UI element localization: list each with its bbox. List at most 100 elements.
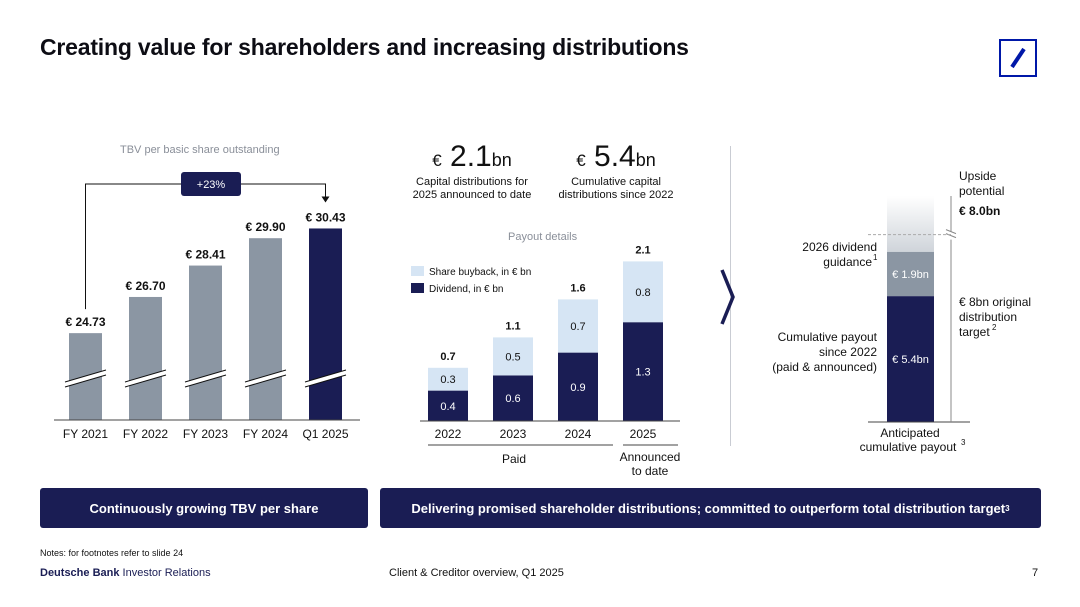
target-value-label: € 8.0bn bbox=[959, 204, 1000, 218]
tbv-category-label: FY 2023 bbox=[183, 427, 228, 441]
legend-label-buyback: Share buyback, in € bn bbox=[429, 267, 531, 278]
cumulative-value-label: € 5.4bn bbox=[892, 354, 929, 366]
anticipated-label-line1: Anticipated bbox=[880, 426, 939, 440]
paid-label: Paid bbox=[502, 452, 526, 466]
upside-bar bbox=[887, 195, 934, 252]
stat-value: 2.1 bbox=[450, 140, 492, 173]
dividend-value-label: 0.6 bbox=[505, 393, 520, 405]
buyback-bar bbox=[623, 261, 663, 323]
growth-arrow-icon bbox=[321, 196, 330, 203]
buyback-value-label: 0.7 bbox=[570, 321, 585, 333]
tbv-banner: Continuously growing TBV per share bbox=[40, 488, 368, 528]
stat-value: 5.4 bbox=[594, 140, 636, 173]
tbv-value-label: € 26.70 bbox=[125, 279, 165, 293]
growth-badge bbox=[181, 172, 241, 196]
anticipated-sup: 3 bbox=[961, 438, 966, 447]
guidance-label-line2: guidance bbox=[823, 255, 872, 269]
axis-break-mark bbox=[65, 370, 106, 387]
buyback-bar bbox=[493, 337, 533, 376]
axis-break-line bbox=[124, 374, 167, 388]
tbv-subtitle: TBV per basic share outstanding bbox=[120, 144, 280, 156]
anticipated-label-line2: cumulative payout bbox=[860, 440, 957, 454]
payout-chart: Share buyback, in € bn Dividend, in € bn 0… bbox=[411, 245, 681, 478]
footer-brand-rest: Investor Relations bbox=[119, 567, 211, 579]
dividend-bar bbox=[558, 352, 598, 421]
payout-category-label: 2023 bbox=[500, 427, 527, 441]
cumulative-bar bbox=[887, 296, 934, 422]
axis-break-line bbox=[184, 369, 227, 383]
stat-caption-line1: Cumulative capital bbox=[571, 176, 661, 188]
stat-caption-line1: Capital distributions for bbox=[416, 176, 528, 188]
distribution-banner: Delivering promised shareholder distribu… bbox=[380, 488, 1041, 528]
stat-capital-distributions: € 2.1bn Capital distributions for 2025 a… bbox=[405, 140, 539, 202]
dividend-value-label: 1.3 bbox=[635, 367, 650, 379]
stat-caption-line2: 2025 announced to date bbox=[412, 189, 532, 201]
guidance-sup: 1 bbox=[873, 253, 878, 262]
original-target-line1: € 8bn original bbox=[959, 295, 1031, 309]
tbv-bar bbox=[249, 238, 282, 420]
buyback-value-label: 0.3 bbox=[440, 374, 455, 386]
tbv-bar bbox=[129, 296, 162, 420]
payout-total-label: 1.6 bbox=[570, 282, 585, 294]
payout-category-label: 2025 bbox=[630, 427, 657, 441]
legend-swatch-dividend bbox=[411, 283, 424, 293]
page-number: 7 bbox=[1032, 567, 1039, 579]
payout-subtitle: Payout details bbox=[508, 231, 578, 243]
buyback-bar bbox=[558, 299, 598, 353]
footer-center: Client & Creditor overview, Q1 2025 bbox=[389, 567, 564, 579]
legend-label-dividend: Dividend, in € bn bbox=[429, 284, 504, 295]
axis-break-mark bbox=[185, 370, 226, 387]
dividend-bar bbox=[623, 322, 663, 421]
stat-unit: bn bbox=[635, 150, 656, 170]
footer-brand-bold: Deutsche Bank bbox=[40, 567, 120, 579]
stat-caption-line2: distributions since 2022 bbox=[558, 189, 674, 201]
payout-category-label: 2024 bbox=[565, 427, 592, 441]
payout-total-label: 2.1 bbox=[635, 245, 650, 256]
cumulative-label-line2: since 2022 bbox=[819, 345, 877, 359]
announced-label-line2: to date bbox=[632, 464, 669, 478]
dividend-value-label: 0.9 bbox=[570, 382, 585, 394]
tbv-category-label: Q1 2025 bbox=[302, 427, 348, 441]
page-title: Creating value for shareholders and incr… bbox=[40, 34, 689, 60]
distribution-banner-text: Delivering promised shareholder distribu… bbox=[411, 500, 1006, 516]
buyback-value-label: 0.8 bbox=[635, 287, 650, 299]
axis-break-mark bbox=[305, 370, 346, 387]
panel-divider bbox=[730, 146, 731, 446]
stat-currency: € bbox=[432, 151, 442, 170]
payout-total-label: 1.1 bbox=[505, 320, 520, 332]
chevron-right-icon bbox=[720, 269, 735, 325]
upside-label-line2: potential bbox=[959, 184, 1004, 198]
tbv-value-label: € 28.41 bbox=[185, 248, 225, 262]
guidance-bar bbox=[887, 251, 934, 297]
axis-break-line bbox=[304, 369, 347, 383]
tbv-category-label: FY 2021 bbox=[63, 427, 108, 441]
tbv-value-label: € 30.43 bbox=[305, 210, 345, 224]
axis-break-line bbox=[64, 374, 107, 388]
growth-badge-label: +23% bbox=[197, 179, 226, 191]
tbv-banner-text: Continuously growing TBV per share bbox=[89, 500, 319, 516]
tbv-bar bbox=[189, 265, 222, 420]
buyback-value-label: 0.5 bbox=[505, 351, 520, 363]
dividend-value-label: 0.4 bbox=[440, 401, 455, 413]
distribution-banner-sup: 3 bbox=[1005, 503, 1010, 513]
original-target-line2: distribution bbox=[959, 310, 1017, 324]
stat-cumulative-distributions: € 5.4bn Cumulative capital distributions… bbox=[548, 140, 684, 202]
dividend-bar bbox=[493, 375, 533, 421]
bracket-break-line bbox=[945, 233, 957, 239]
axis-break-line bbox=[244, 369, 287, 383]
legend-swatch-buyback bbox=[411, 266, 424, 276]
announced-label-line1: Announced bbox=[620, 450, 681, 464]
payout-category-label: 2022 bbox=[435, 427, 462, 441]
original-target-sup: 2 bbox=[992, 323, 997, 332]
tbv-chart: € 24.73 FY 2021 € 26.70 FY 2022 € 28.41 FY 20… bbox=[54, 172, 360, 441]
original-target-line3: target bbox=[959, 325, 990, 339]
axis-break-line bbox=[184, 374, 227, 388]
tbv-bar bbox=[309, 228, 342, 420]
upside-label-line1: Upside bbox=[959, 169, 997, 183]
axis-break-mark bbox=[245, 370, 286, 387]
tbv-category-label: FY 2022 bbox=[123, 427, 168, 441]
axis-break-line bbox=[304, 374, 347, 388]
axis-break-line bbox=[244, 374, 287, 388]
payout-total-label: 0.7 bbox=[440, 351, 455, 363]
